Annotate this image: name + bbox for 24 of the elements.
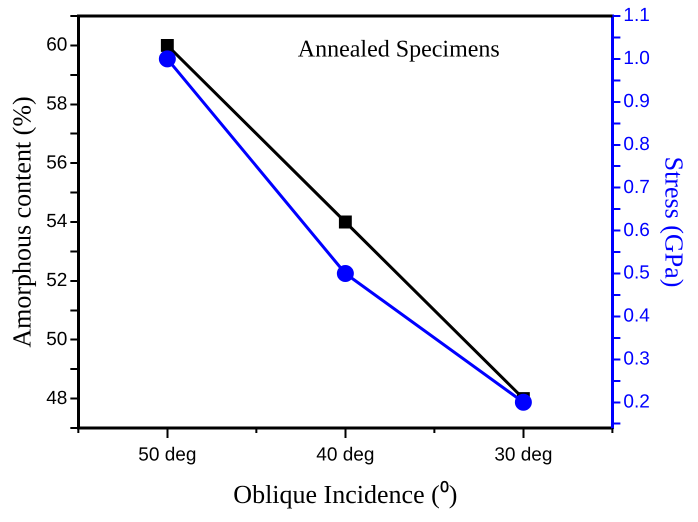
x-tick-label: 30 deg	[494, 444, 552, 466]
y2-tick-label: 0.7	[623, 176, 650, 198]
y-tick-label: 48	[46, 388, 68, 409]
y-tick-label: 54	[46, 211, 68, 232]
y2-tick-label: 0.4	[623, 306, 650, 327]
y-tick-label: 52	[46, 270, 68, 292]
x-tick-label: 50 deg	[138, 444, 196, 466]
y2-tick-label: 1.1	[623, 5, 650, 26]
y2-tick-label: 0.9	[623, 91, 650, 112]
y2-tick-label: 0.5	[623, 262, 650, 284]
y2-tick-label: 0.2	[623, 391, 650, 412]
y2-tick-label: 0.8	[623, 134, 650, 155]
y2-tick-label: 0.3	[623, 348, 650, 370]
y-tick-label: 58	[46, 94, 68, 115]
y-axis-title: Amorphous content (%)	[7, 96, 36, 348]
y2-tick-label: 1.0	[623, 48, 650, 70]
y-tick-label: 60	[46, 34, 68, 56]
y-tick-label: 56	[46, 152, 68, 174]
y-tick-label: 50	[46, 328, 68, 350]
x-tick-label: 40 deg	[316, 444, 374, 466]
y2-tick-label: 0.6	[623, 220, 650, 241]
x-axis-title: Oblique Incidence (⁰)	[233, 480, 458, 510]
y2-axis-title: Stress (GPa)	[660, 156, 689, 288]
text: Annealed Specimens	[298, 36, 500, 62]
